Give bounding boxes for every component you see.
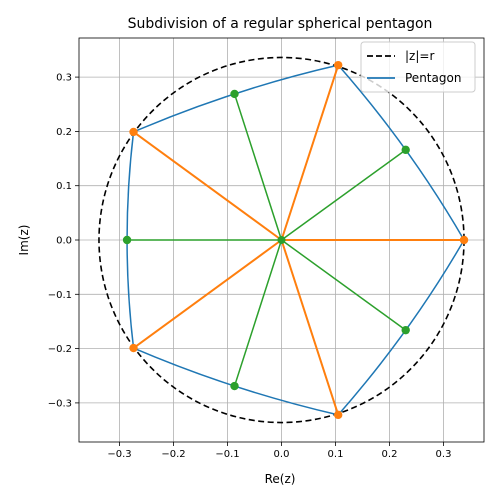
- x-tick-label: −0.2: [161, 449, 185, 460]
- vertex-marker: [459, 235, 469, 245]
- midpoint-spoke: [281, 239, 407, 331]
- legend-box: [360, 41, 476, 93]
- x-tick-label: 0.1: [328, 449, 344, 460]
- plot-data: [98, 56, 469, 424]
- midpoint-marker: [401, 145, 410, 155]
- y-tick-label: 0.0: [56, 236, 72, 247]
- vertex-marker: [129, 343, 138, 353]
- ticks: −0.3 −0.2 −0.1 0.0 0.1 0.2 0.3 −0.3 −0.2 −0.1 0.0 0…: [48, 73, 452, 460]
- midpoint-marker: [230, 381, 239, 391]
- midpoint-marker: [401, 325, 410, 335]
- chart-title: Subdivision of a regular spherical penta…: [128, 16, 433, 32]
- y-tick-label: −0.1: [48, 290, 72, 301]
- center-marker: [277, 236, 286, 244]
- vertex-marker: [334, 410, 343, 420]
- vertex-spoke: [280, 64, 340, 241]
- y-tick-label: 0.2: [56, 127, 72, 138]
- x-tick-label: −0.3: [107, 449, 131, 460]
- x-axis-label: Re(z): [265, 472, 296, 486]
- midpoint-spoke: [281, 149, 407, 241]
- legend: |z|=r Pentagon: [360, 41, 476, 93]
- midpoint-marker: [122, 235, 132, 245]
- midpoint-spoke: [233, 239, 283, 387]
- vertex-spoke: [132, 131, 283, 241]
- y-axis-label: Im(z): [17, 225, 31, 256]
- x-tick-label: 0.2: [382, 449, 398, 460]
- x-tick-label: −0.1: [215, 449, 239, 460]
- midpoint-marker: [230, 89, 239, 99]
- y-tick-label: −0.2: [48, 344, 72, 355]
- x-tick-label: 0.0: [274, 449, 290, 460]
- vertex-spoke: [280, 239, 340, 416]
- y-tick-label: 0.1: [56, 181, 72, 192]
- midpoint-spoke: [233, 93, 283, 241]
- x-tick-label: 0.3: [436, 449, 452, 460]
- vertex-marker: [129, 127, 138, 137]
- y-tick-label: −0.3: [48, 398, 72, 409]
- legend-pentagon-label: Pentagon: [405, 71, 461, 85]
- vertex-marker: [334, 60, 343, 70]
- legend-circle-label: |z|=r: [405, 49, 434, 63]
- y-tick-label: 0.3: [56, 73, 72, 84]
- vertex-spoke: [132, 239, 283, 349]
